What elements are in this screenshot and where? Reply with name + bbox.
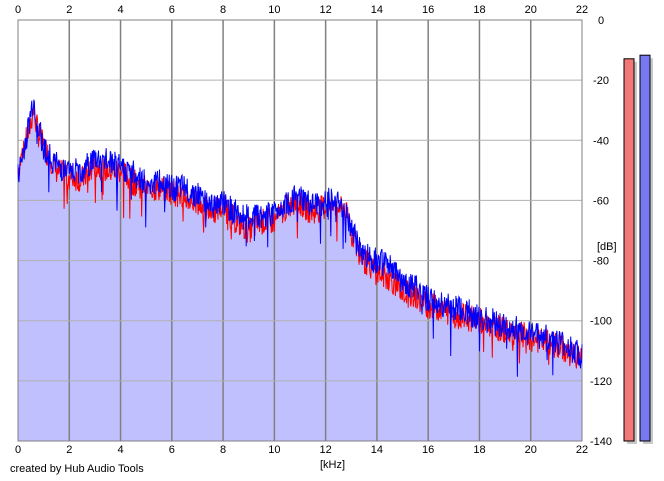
x-tick-label: 6 <box>169 4 175 16</box>
x-tick-label: 12 <box>320 4 332 16</box>
x-tick-label: 0 <box>15 4 21 16</box>
credit-text: created by Hub Audio Tools <box>10 463 144 475</box>
x-tick-label: 12 <box>320 444 332 456</box>
x-tick-label: 14 <box>371 444 383 456</box>
y-tick-label: -60 <box>593 195 609 207</box>
x-tick-label: 18 <box>473 4 485 16</box>
x-tick-label: 0 <box>15 444 21 456</box>
y-axis-unit: [dB] <box>597 241 617 253</box>
spectrum-fill <box>18 99 582 441</box>
x-tick-label: 2 <box>66 444 72 456</box>
x-tick-label: 16 <box>422 4 434 16</box>
x-tick-label: 6 <box>169 444 175 456</box>
y-tick-label: -120 <box>590 376 612 388</box>
level-meter-bar <box>639 54 651 442</box>
y-tick-label: -80 <box>593 256 609 268</box>
x-tick-label: 4 <box>117 4 123 16</box>
x-tick-label: 10 <box>268 444 280 456</box>
y-tick-labels: 0 -20 -40 -60 -80 -100 -120 -140 <box>590 15 612 448</box>
x-tick-label: 22 <box>576 444 588 456</box>
y-tick-label: 0 <box>598 15 604 27</box>
level-meters <box>623 54 653 445</box>
level-meter-bar <box>623 58 635 442</box>
series-line-1 <box>17 99 583 377</box>
spectrum-lines <box>17 99 583 377</box>
x-tick-label: 20 <box>525 4 537 16</box>
grid <box>17 19 583 442</box>
x-tick-label: 18 <box>473 444 485 456</box>
y-tick-label: -20 <box>593 75 609 87</box>
x-tick-label: 10 <box>268 4 280 16</box>
x-tick-label: 2 <box>66 4 72 16</box>
x-tick-label: 8 <box>220 444 226 456</box>
x-tick-label: 22 <box>576 4 588 16</box>
x-axis-unit: [kHz] <box>320 459 345 471</box>
y-tick-label: -40 <box>593 135 609 147</box>
x-tick-label: 4 <box>117 444 123 456</box>
x-tick-label: 16 <box>422 444 434 456</box>
x-tick-label: 14 <box>371 4 383 16</box>
y-tick-label: -140 <box>590 436 612 448</box>
spectrum-area <box>18 99 582 441</box>
y-tick-label: -100 <box>590 316 612 328</box>
plot-border <box>17 19 583 442</box>
x-tick-label: 20 <box>525 444 537 456</box>
x-tick-label: 8 <box>220 4 226 16</box>
